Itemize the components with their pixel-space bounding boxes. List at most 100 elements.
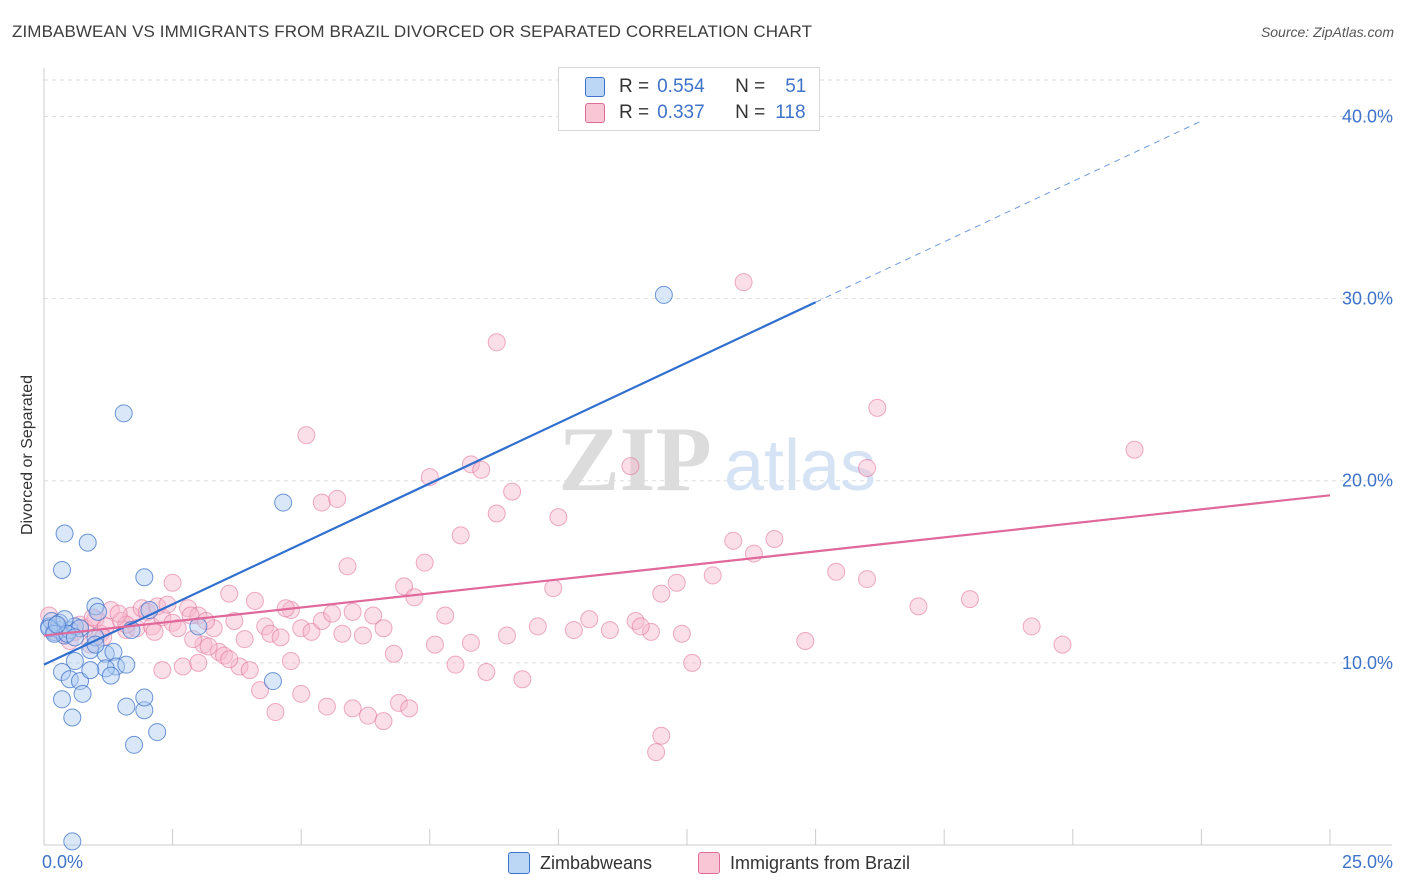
brazil-point	[621, 457, 640, 476]
brazil-point	[153, 661, 172, 680]
brazil-point	[960, 590, 979, 609]
zimbabwean-point	[189, 617, 208, 636]
brazil-point	[168, 619, 187, 638]
legend-r-label: R =	[619, 76, 650, 97]
brazil-point	[343, 602, 362, 621]
brazil-points	[40, 273, 1144, 762]
legend-swatch-blue	[508, 852, 530, 874]
brazil-point	[343, 699, 362, 718]
legend-r-label: R =	[619, 102, 650, 123]
brazil-point	[297, 426, 316, 445]
brazil-point	[652, 726, 671, 745]
brazil-point	[173, 657, 192, 676]
brazil-point	[549, 508, 568, 527]
zimbabwean-point	[63, 832, 82, 851]
brazil-point	[487, 504, 506, 523]
zimbabwean-point	[89, 602, 108, 621]
zimbabwean-point	[117, 697, 136, 716]
brazil-point	[328, 489, 347, 508]
legend-n-label: N =	[735, 76, 766, 97]
brazil-point	[1053, 635, 1072, 654]
brazil-point	[672, 624, 691, 643]
legend-swatch-pink	[698, 852, 720, 874]
brazil-point	[497, 626, 516, 645]
brazil-point	[827, 562, 846, 581]
brazil-point	[631, 617, 650, 636]
legend-label-zimbabweans: Zimbabweans	[540, 852, 653, 873]
brazil-point	[199, 637, 218, 656]
brazil-point	[405, 588, 424, 607]
zimbabwean-point	[135, 701, 154, 720]
legend-label-brazil: Immigrants from Brazil	[730, 852, 911, 873]
brazil-point	[312, 493, 331, 512]
brazil-point	[641, 622, 660, 641]
brazil-point	[528, 617, 547, 636]
zimbabwean-points	[40, 285, 673, 851]
zimbabwean-point	[654, 285, 673, 304]
brazil-point	[667, 573, 686, 592]
zimbabwean-point	[148, 723, 167, 742]
chart-title: ZIMBABWEAN VS IMMIGRANTS FROM BRAZIL DIV…	[12, 22, 813, 41]
brazil-point	[868, 398, 887, 417]
zimbabwean-point	[53, 662, 72, 681]
zimbabwean-point	[63, 708, 82, 727]
zimbabwean-trend-extension	[815, 120, 1202, 303]
brazil-point	[652, 584, 671, 603]
legend-n-value: 51	[785, 76, 807, 97]
axes	[43, 68, 1392, 846]
brazil-point	[461, 633, 480, 652]
legend-row-brazil: R = 0.337 N = 118	[585, 101, 806, 125]
brazil-trend-line	[43, 494, 1331, 637]
zimbabwean-point	[117, 655, 136, 674]
y-tick-label: 20.0%	[1342, 471, 1393, 491]
brazil-point	[513, 670, 532, 689]
x-max-label: 25.0%	[1341, 852, 1393, 872]
brazil-point	[145, 622, 164, 641]
brazil-point	[353, 626, 372, 645]
watermark-atlas: atlas	[724, 426, 876, 506]
brazil-point	[683, 653, 702, 672]
brazil-point	[292, 684, 311, 703]
brazil-point	[796, 632, 815, 650]
brazil-point	[230, 657, 249, 676]
brazil-point	[858, 458, 877, 477]
brazil-point	[374, 712, 393, 731]
brazil-point	[389, 693, 408, 712]
legend-r-value: 0.337	[657, 102, 705, 123]
brazil-point	[292, 619, 311, 638]
zimbabwean-point	[125, 735, 144, 754]
brazil-point	[204, 619, 223, 638]
brazil-point	[647, 743, 666, 762]
zimbabwean-point	[78, 533, 97, 552]
zimbabwean-point	[65, 652, 84, 671]
brazil-point	[446, 655, 465, 674]
x-min-label: 0.0%	[42, 852, 84, 872]
legend-row-zimbabweans: R = 0.554 N = 51	[585, 75, 806, 99]
brazil-point	[909, 597, 928, 616]
brazil-point	[163, 573, 182, 592]
brazil-point	[312, 611, 331, 630]
zimbabwean-point	[104, 642, 123, 661]
brazil-point	[425, 635, 444, 654]
brazil-point	[858, 570, 877, 589]
brazil-point	[317, 697, 336, 716]
brazil-point	[724, 531, 743, 550]
brazil-point	[415, 553, 434, 572]
brazil-point	[251, 681, 270, 700]
brazil-point	[1022, 617, 1041, 636]
y-tick-labels: 10.0% 20.0% 30.0% 40.0%	[1342, 106, 1393, 672]
trend-lines	[43, 120, 1331, 666]
brazil-point	[395, 577, 414, 596]
y-tick-label: 10.0%	[1342, 653, 1393, 673]
brazil-point	[765, 530, 784, 548]
legend-n-label: N =	[735, 102, 766, 123]
brazil-point	[220, 650, 239, 669]
brazil-point	[580, 610, 599, 629]
brazil-point	[323, 604, 342, 623]
brazil-point	[83, 608, 102, 627]
brazil-point	[189, 653, 208, 672]
brazil-point	[271, 628, 290, 647]
brazil-point	[364, 606, 383, 625]
brazil-point	[209, 642, 228, 661]
